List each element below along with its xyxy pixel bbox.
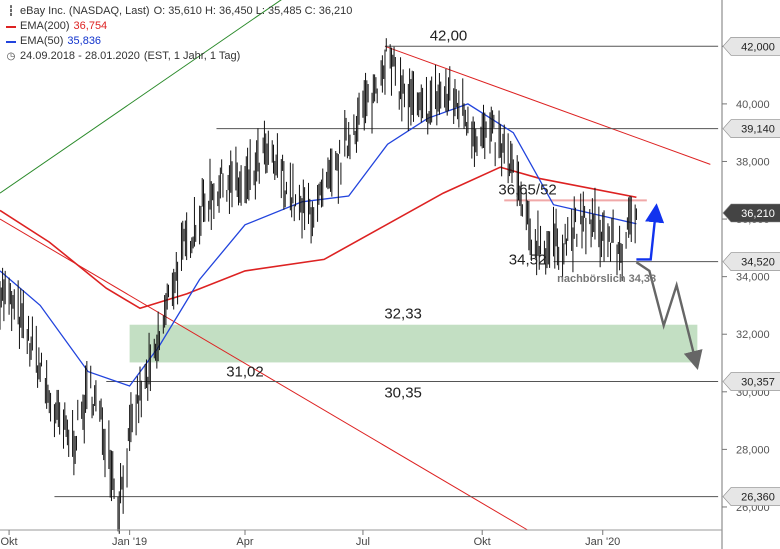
ema-200-line bbox=[0, 166, 637, 310]
y-tick-label: 34,000 bbox=[736, 272, 770, 284]
price-flag-label: 34,520 bbox=[741, 257, 775, 269]
long-red-line bbox=[0, 218, 528, 531]
grey-down-arrow bbox=[635, 261, 703, 370]
annotation-label: 32,33 bbox=[384, 306, 422, 323]
legend-period-row: ◷ 24.09.2018 - 28.01.2020 (EST, 1 Jahr, … bbox=[6, 49, 352, 64]
x-tick-label: Okt bbox=[1, 536, 18, 548]
y-tick-label: 40,000 bbox=[736, 99, 770, 111]
drawn-lines bbox=[0, 0, 719, 531]
legend: ┇ eBay Inc. (NASDAQ, Last) O: 35,610 H: … bbox=[6, 4, 352, 64]
legend-ema50-row[interactable]: EMA(50) 35,836 bbox=[6, 34, 352, 49]
annotation-label: 30,35 bbox=[384, 385, 422, 402]
price-bars bbox=[0, 38, 637, 534]
price-flag: 34,520 bbox=[722, 252, 780, 271]
y-tick-label: 38,000 bbox=[736, 156, 770, 168]
price-flag-label: 36,210 bbox=[741, 208, 775, 220]
ema50-label: EMA(50) bbox=[20, 35, 64, 47]
x-tick-label: Jan '19 bbox=[112, 536, 147, 548]
ema50-value: 35,836 bbox=[67, 35, 102, 47]
trend-line-green bbox=[0, 0, 282, 194]
period-detail: (EST, 1 Jahr, 1 Tag) bbox=[143, 50, 241, 62]
support-zone bbox=[129, 324, 698, 363]
blue-up-arrow bbox=[636, 203, 665, 261]
ohlc-values: O: 35,610 H: 36,450 L: 35,485 C: 36,210 bbox=[153, 5, 353, 17]
price-flag-label: 30,357 bbox=[741, 377, 775, 389]
annotations: 42,00 36,65/52 34,52 nachbörslich 34,33 32,3… bbox=[226, 27, 656, 401]
arrows bbox=[635, 203, 703, 370]
y-tick-label: 28,000 bbox=[736, 444, 770, 456]
x-tick-label: Apr bbox=[236, 536, 253, 548]
x-tick-label: Jan '20 bbox=[585, 536, 620, 548]
period-range: 24.09.2018 - 28.01.2020 bbox=[20, 50, 140, 62]
price-flag-shape bbox=[722, 203, 780, 223]
price-flag-shape bbox=[722, 252, 780, 271]
price-flag-shape bbox=[722, 119, 780, 138]
x-tick-label: Jul bbox=[356, 536, 370, 548]
price-flag-shape bbox=[722, 487, 780, 506]
annotation-label: 31,02 bbox=[226, 363, 264, 380]
ema200-label: EMA(200) bbox=[20, 20, 70, 32]
price-flag: 26,360 bbox=[722, 487, 780, 506]
annotation-label: 36,65/52 bbox=[498, 181, 556, 198]
zones bbox=[129, 324, 698, 363]
candlestick-icon: ┇ bbox=[7, 6, 15, 17]
annotation-label: 42,00 bbox=[430, 27, 468, 44]
legend-instrument-row: ┇ eBay Inc. (NASDAQ, Last) O: 35,610 H: … bbox=[6, 4, 352, 19]
annotation-label: nachbörslich 34,33 bbox=[557, 273, 656, 285]
y-tick-label: 32,000 bbox=[736, 329, 770, 341]
annotation-label: 34,52 bbox=[509, 252, 547, 269]
price-flag-label: 26,360 bbox=[741, 492, 775, 504]
ema200-value: 36,754 bbox=[73, 20, 108, 32]
clock-icon: ◷ bbox=[6, 51, 16, 62]
instrument-label: eBay Inc. (NASDAQ, Last) bbox=[20, 5, 150, 17]
legend-ema200-row[interactable]: EMA(200) 36,754 bbox=[6, 19, 352, 34]
price-flag-label: 39,140 bbox=[741, 124, 775, 136]
price-flag: 42,000 bbox=[722, 37, 780, 56]
price-flag-shape bbox=[722, 372, 780, 391]
price-flag: 36,210 bbox=[722, 203, 780, 223]
ema200-swatch bbox=[6, 25, 16, 28]
price-flag-label: 42,000 bbox=[741, 41, 775, 53]
x-tick-label: Okt bbox=[474, 536, 491, 548]
ema50-swatch bbox=[6, 40, 16, 43]
price-flag: 30,357 bbox=[722, 372, 780, 391]
price-flag-shape bbox=[722, 37, 780, 56]
resistance-line-red bbox=[384, 45, 711, 165]
price-flag: 39,140 bbox=[722, 119, 780, 138]
